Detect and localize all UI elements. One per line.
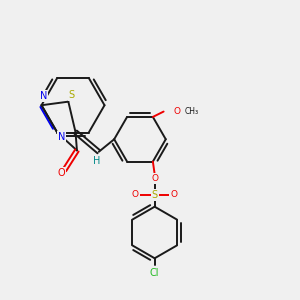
Text: O: O — [174, 107, 181, 116]
Text: O: O — [132, 190, 139, 200]
Text: N: N — [40, 91, 47, 101]
Text: S: S — [69, 90, 75, 100]
Text: N: N — [58, 132, 65, 142]
Text: CH₃: CH₃ — [184, 107, 199, 116]
Text: O: O — [151, 174, 158, 183]
Text: S: S — [152, 190, 158, 200]
Text: Cl: Cl — [150, 268, 159, 278]
Text: O: O — [57, 168, 64, 178]
Text: O: O — [170, 190, 178, 200]
Text: H: H — [93, 156, 101, 166]
